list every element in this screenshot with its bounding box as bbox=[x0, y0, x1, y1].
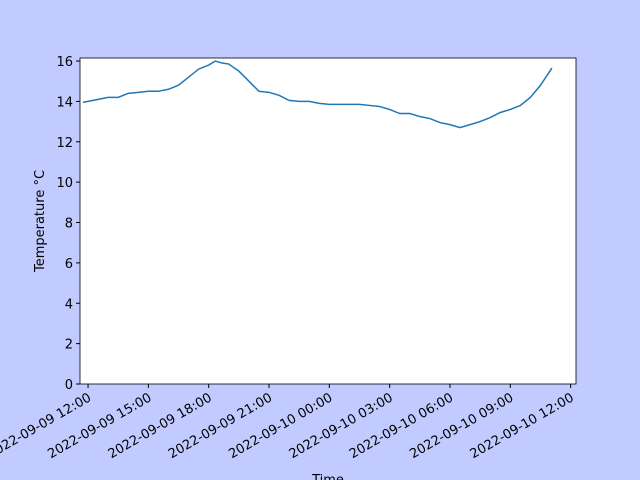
y-tick-label: 4 bbox=[65, 297, 73, 312]
y-tick-label: 6 bbox=[65, 257, 73, 272]
data-line bbox=[82, 60, 553, 129]
y-tick-label: 14 bbox=[56, 95, 73, 110]
plot-area bbox=[80, 58, 576, 384]
y-axis-label: Temperature °C bbox=[33, 170, 48, 273]
y-tick-label: 0 bbox=[65, 378, 73, 393]
y-tick-label: 2 bbox=[65, 338, 73, 353]
plot-frame bbox=[79, 57, 577, 385]
y-tick-label: 16 bbox=[56, 55, 73, 70]
x-axis-label: Time bbox=[311, 473, 344, 480]
y-tick-label: 8 bbox=[65, 217, 73, 232]
y-tick-label: 12 bbox=[56, 136, 73, 151]
y-tick-label: 10 bbox=[56, 176, 73, 191]
